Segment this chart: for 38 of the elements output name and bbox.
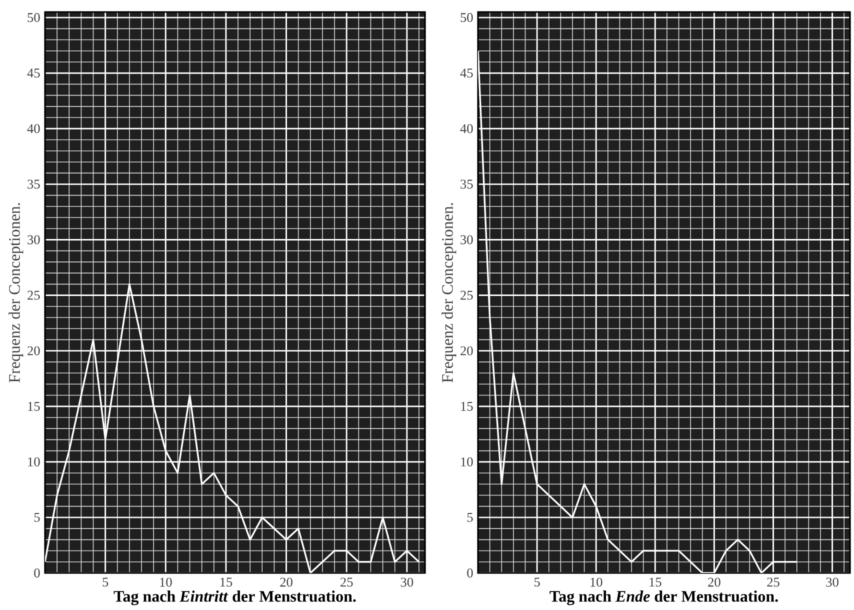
x-tick-label: 5 <box>534 578 540 587</box>
x-tick-label: 20 <box>280 578 292 587</box>
y-tick-label: 20 <box>28 346 40 356</box>
y-tick-label: 0 <box>34 568 40 578</box>
y-tick-label: 0 <box>467 568 473 578</box>
y-tick-label: 30 <box>28 235 40 244</box>
y-tick-label: 25 <box>460 291 473 300</box>
y-tick-label: 50 <box>28 13 40 22</box>
y-tick-label: 30 <box>460 235 473 244</box>
x-tick-label: 20 <box>708 578 720 587</box>
x-tick-label: 15 <box>220 578 232 587</box>
x-tick-label: 10 <box>160 578 172 587</box>
x-tick-label: 30 <box>400 578 414 587</box>
x-tick-label: 10 <box>590 578 602 587</box>
y-tick-label: 15 <box>461 402 473 412</box>
y-axis-title: Frequenz der Conceptionen. <box>8 203 24 383</box>
y-tick-label: 35 <box>460 180 473 189</box>
y-tick-label: 20 <box>460 346 473 356</box>
y-tick-label: 40 <box>27 124 40 134</box>
y-tick-label: 5 <box>34 513 40 522</box>
x-axis-title: Tag nach Ende der Menstruation. <box>550 590 778 606</box>
y-tick-label: 40 <box>460 124 473 134</box>
x-axis-title: Tag nach Eintritt der Menstruation. <box>114 590 356 606</box>
y-axis-title: Frequenz der Conceptionen. <box>442 203 456 383</box>
x-tick-label: 15 <box>650 578 662 587</box>
y-tick-label: 45 <box>460 68 473 78</box>
x-tick-label: 25 <box>340 578 353 587</box>
y-tick-label: 5 <box>467 513 473 522</box>
y-tick-label: 35 <box>28 180 40 189</box>
y-tick-label: 50 <box>460 13 473 22</box>
x-tick-label: 5 <box>102 578 108 587</box>
y-tick-label: 25 <box>28 291 40 300</box>
y-tick-label: 45 <box>27 68 40 78</box>
y-tick-label: 10 <box>461 458 473 467</box>
x-tick-label: 25 <box>767 578 780 587</box>
x-tick-label: 30 <box>826 578 838 587</box>
y-tick-label: 10 <box>28 458 40 467</box>
y-tick-label: 15 <box>28 402 40 412</box>
